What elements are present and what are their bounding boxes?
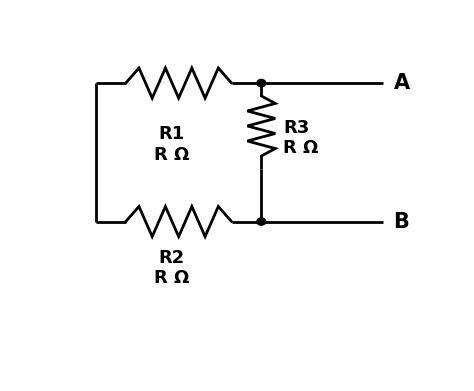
Circle shape [257,79,266,87]
Text: R2
R Ω: R2 R Ω [154,249,189,287]
Text: R1
R Ω: R1 R Ω [154,125,189,164]
Text: A: A [393,73,410,93]
Text: R3
R Ω: R3 R Ω [283,118,319,158]
Text: B: B [393,212,410,231]
Circle shape [257,218,266,225]
